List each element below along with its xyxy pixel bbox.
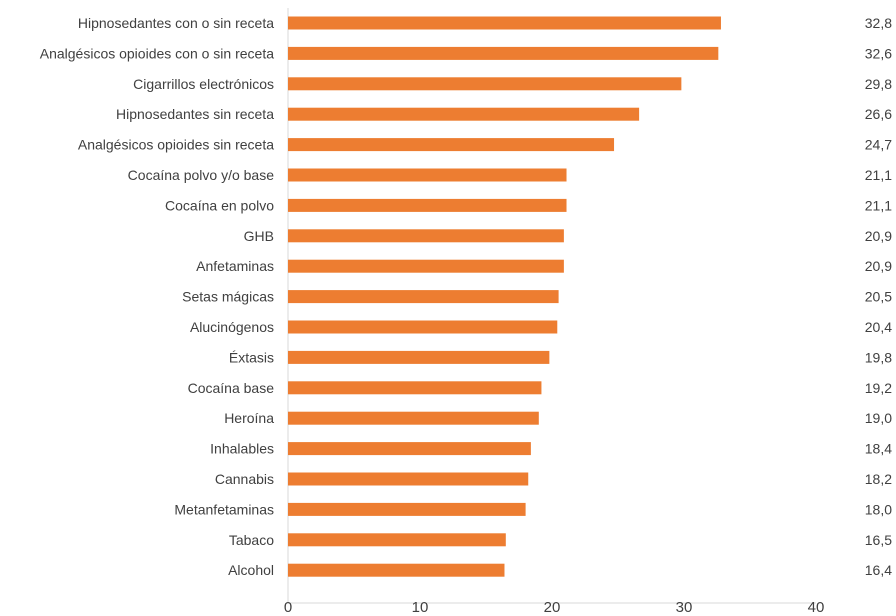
bar — [288, 107, 640, 121]
value-label: 19,8 — [865, 349, 892, 365]
bar — [288, 46, 719, 60]
bar — [288, 138, 615, 152]
bar — [288, 381, 542, 395]
category-label: Tabaco — [229, 532, 274, 548]
category-label: Cocaína en polvo — [165, 197, 274, 213]
category-label: Hipnosedantes con o sin receta — [78, 15, 274, 31]
bar — [288, 533, 506, 547]
bar — [288, 168, 567, 182]
bar — [288, 77, 682, 91]
category-label: GHB — [244, 228, 274, 244]
category-label: Inhalables — [210, 441, 274, 457]
value-label: 26,6 — [865, 106, 892, 122]
category-label: Analgésicos opioides sin receta — [78, 137, 274, 153]
value-label: 16,5 — [865, 532, 892, 548]
category-label: Setas mágicas — [182, 289, 274, 305]
value-label: 19,0 — [865, 410, 892, 426]
value-label: 19,2 — [865, 380, 892, 396]
value-label: 20,5 — [865, 289, 892, 305]
value-label: 18,4 — [865, 441, 892, 457]
x-tick-label: 0 — [284, 599, 292, 616]
category-label: Éxtasis — [229, 349, 274, 365]
bar — [288, 563, 505, 577]
value-label: 21,1 — [865, 167, 892, 183]
bar — [288, 290, 559, 304]
x-tick-label: 10 — [412, 599, 429, 616]
value-label: 32,8 — [865, 15, 892, 31]
category-label: Alucinógenos — [190, 319, 274, 335]
value-label: 20,9 — [865, 258, 892, 274]
bar — [288, 229, 564, 243]
bar — [288, 320, 558, 334]
value-label: 18,0 — [865, 501, 892, 517]
bar — [288, 442, 531, 456]
value-label: 29,8 — [865, 76, 892, 92]
bar — [288, 350, 550, 364]
category-label: Cigarrillos electrónicos — [133, 76, 274, 92]
category-label: Cannabis — [215, 471, 274, 487]
value-label: 16,4 — [865, 562, 892, 578]
category-label: Heroína — [224, 410, 274, 426]
bar — [288, 411, 539, 425]
x-tick-label: 40 — [808, 599, 825, 616]
value-label: 20,4 — [865, 319, 892, 335]
category-label: Analgésicos opioides con o sin receta — [40, 45, 274, 61]
bar — [288, 502, 526, 516]
bar — [288, 259, 564, 273]
value-label: 24,7 — [865, 137, 892, 153]
category-label: Cocaína base — [188, 380, 275, 396]
value-label: 32,6 — [865, 45, 892, 61]
bar — [288, 198, 567, 212]
value-label: 18,2 — [865, 471, 892, 487]
category-label: Cocaína polvo y/o base — [128, 167, 275, 183]
bar — [288, 472, 529, 486]
value-label: 20,9 — [865, 228, 892, 244]
category-label: Metanfetaminas — [174, 501, 274, 517]
x-tick-label: 30 — [676, 599, 693, 616]
bar — [288, 16, 721, 30]
value-label: 21,1 — [865, 197, 892, 213]
category-label: Hipnosedantes sin receta — [116, 106, 274, 122]
category-label: Alcohol — [228, 562, 274, 578]
x-tick-label: 20 — [544, 599, 561, 616]
category-label: Anfetaminas — [196, 258, 274, 274]
